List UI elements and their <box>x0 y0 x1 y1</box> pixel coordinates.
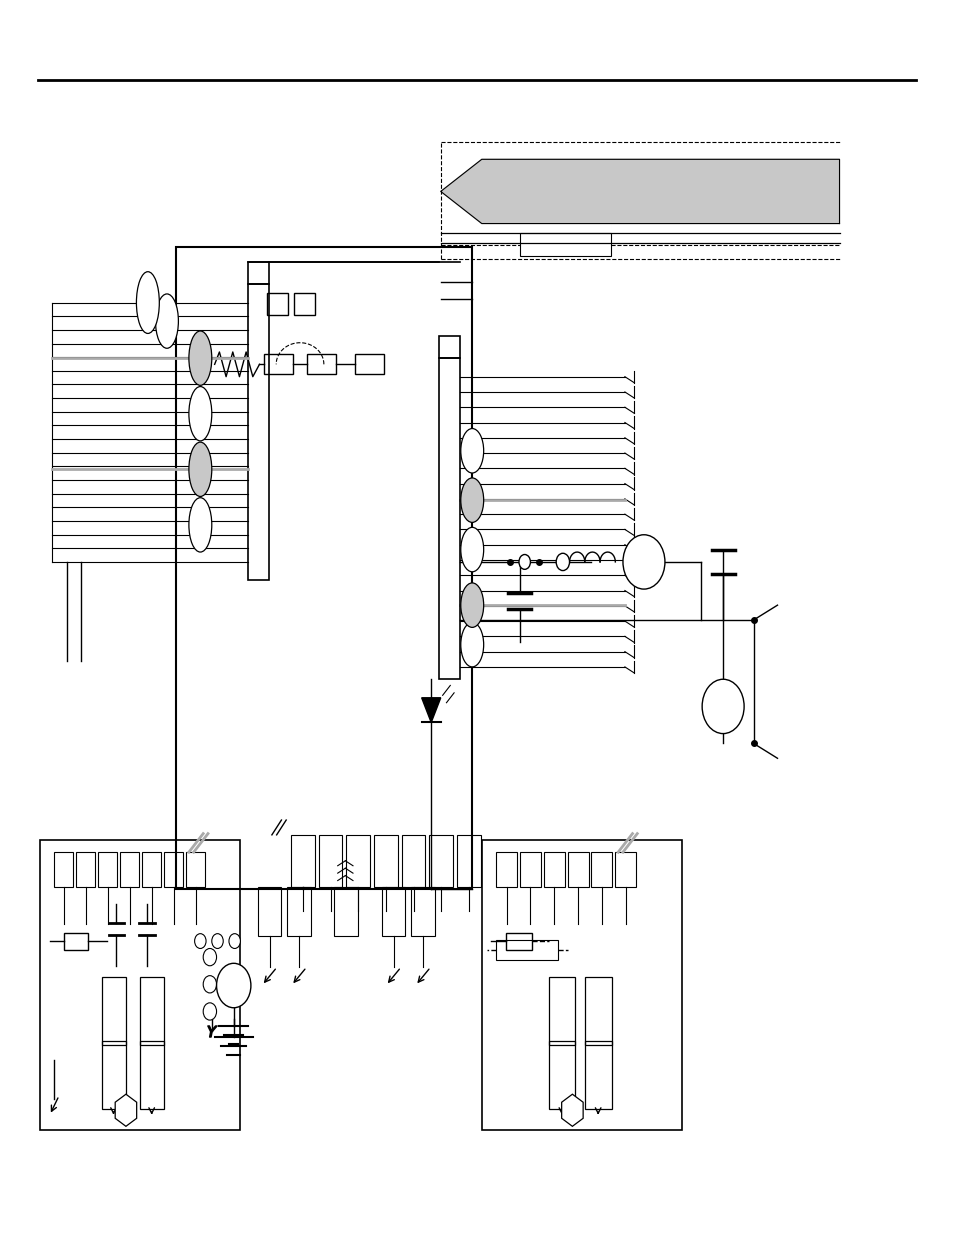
Ellipse shape <box>189 442 212 496</box>
Bar <box>548 977 575 1045</box>
Bar <box>120 852 139 887</box>
Bar <box>429 835 453 887</box>
Polygon shape <box>440 159 839 224</box>
Ellipse shape <box>460 429 483 473</box>
Bar <box>374 835 397 887</box>
Bar <box>496 940 558 960</box>
Circle shape <box>194 934 206 948</box>
Ellipse shape <box>136 272 159 333</box>
Bar <box>164 852 183 887</box>
Bar <box>257 887 281 936</box>
Bar <box>438 358 459 679</box>
Bar <box>519 852 540 887</box>
Bar <box>140 977 164 1045</box>
Bar <box>584 1041 611 1109</box>
Bar <box>401 835 425 887</box>
Bar <box>176 247 472 889</box>
Bar <box>40 840 240 1130</box>
Bar <box>142 852 161 887</box>
Bar <box>64 932 88 950</box>
Bar <box>381 887 405 936</box>
Ellipse shape <box>155 294 178 348</box>
Bar <box>346 835 370 887</box>
Bar <box>307 354 335 374</box>
Bar <box>496 852 517 887</box>
Bar <box>456 835 480 887</box>
Bar <box>267 293 288 315</box>
Bar <box>481 840 681 1130</box>
Bar <box>505 932 532 950</box>
Bar <box>548 1041 575 1109</box>
Circle shape <box>622 535 664 589</box>
Bar <box>519 233 610 256</box>
Bar <box>438 336 459 358</box>
Circle shape <box>701 679 743 734</box>
Ellipse shape <box>460 583 483 627</box>
Bar <box>567 852 588 887</box>
Bar <box>186 852 205 887</box>
Bar <box>248 284 269 580</box>
Circle shape <box>203 1003 216 1020</box>
Bar <box>334 887 357 936</box>
Bar <box>318 835 342 887</box>
Ellipse shape <box>460 622 483 667</box>
Ellipse shape <box>189 387 212 441</box>
Ellipse shape <box>189 498 212 552</box>
Bar <box>248 262 269 284</box>
Bar <box>615 852 636 887</box>
Bar <box>54 852 73 887</box>
Ellipse shape <box>189 331 212 385</box>
Circle shape <box>216 963 251 1008</box>
Bar <box>411 887 435 936</box>
Bar <box>543 852 564 887</box>
Ellipse shape <box>460 478 483 522</box>
Bar <box>264 354 293 374</box>
Bar <box>294 293 314 315</box>
Circle shape <box>556 553 569 571</box>
Bar <box>291 835 314 887</box>
Polygon shape <box>421 698 440 722</box>
Bar <box>76 852 95 887</box>
Bar <box>591 852 612 887</box>
Circle shape <box>212 934 223 948</box>
Bar <box>584 977 611 1045</box>
Bar <box>355 354 383 374</box>
Circle shape <box>518 555 530 569</box>
Bar <box>102 1041 126 1109</box>
Bar <box>98 852 117 887</box>
Bar <box>102 977 126 1045</box>
Ellipse shape <box>460 527 483 572</box>
Bar <box>287 887 311 936</box>
Circle shape <box>203 948 216 966</box>
Circle shape <box>203 976 216 993</box>
Bar <box>140 1041 164 1109</box>
Circle shape <box>229 934 240 948</box>
